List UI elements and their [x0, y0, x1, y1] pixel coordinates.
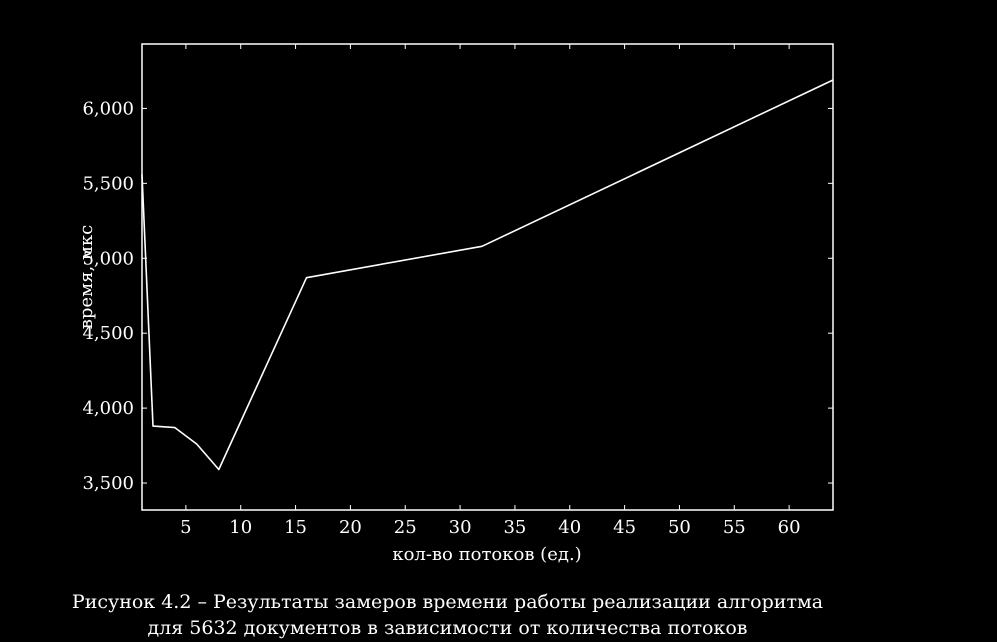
- x-tick-label: 35: [503, 517, 526, 538]
- x-tick-label: 30: [449, 517, 472, 538]
- x-tick-label: 45: [613, 517, 636, 538]
- x-axis-label: кол-во потоков (ед.): [392, 544, 581, 565]
- x-tick-label: 15: [284, 517, 307, 538]
- x-axis-ticks: 5 10 15 20 25 30 35 40 45 50 55 60: [180, 44, 801, 538]
- x-tick-label: 10: [229, 517, 252, 538]
- y-tick-label: 4,500: [82, 323, 134, 344]
- x-tick-label: 60: [778, 517, 801, 538]
- y-tick-label: 5,000: [82, 248, 134, 269]
- figure-caption-line-1: Рисунок 4.2 – Результаты замеров времени…: [71, 591, 824, 613]
- x-tick-label: 25: [394, 517, 417, 538]
- y-tick-label: 6,000: [82, 98, 134, 119]
- figure-caption-line-2: для 5632 документов в зависимости от кол…: [147, 617, 748, 639]
- y-axis-label: время, мкс: [76, 225, 97, 329]
- x-tick-label: 50: [668, 517, 691, 538]
- x-tick-label: 5: [180, 517, 191, 538]
- x-tick-label: 40: [558, 517, 581, 538]
- y-tick-label: 4,000: [82, 398, 134, 419]
- plot-frame: [141, 43, 834, 511]
- y-tick-label: 5,500: [82, 173, 134, 194]
- series-line: [141, 79, 834, 471]
- y-tick-label: 3,500: [82, 473, 134, 494]
- x-tick-label: 55: [723, 517, 746, 538]
- y-axis-ticks: 3,500 4,000 4,500 5,000 5,500 6,000: [82, 98, 833, 494]
- x-tick-label: 20: [339, 517, 362, 538]
